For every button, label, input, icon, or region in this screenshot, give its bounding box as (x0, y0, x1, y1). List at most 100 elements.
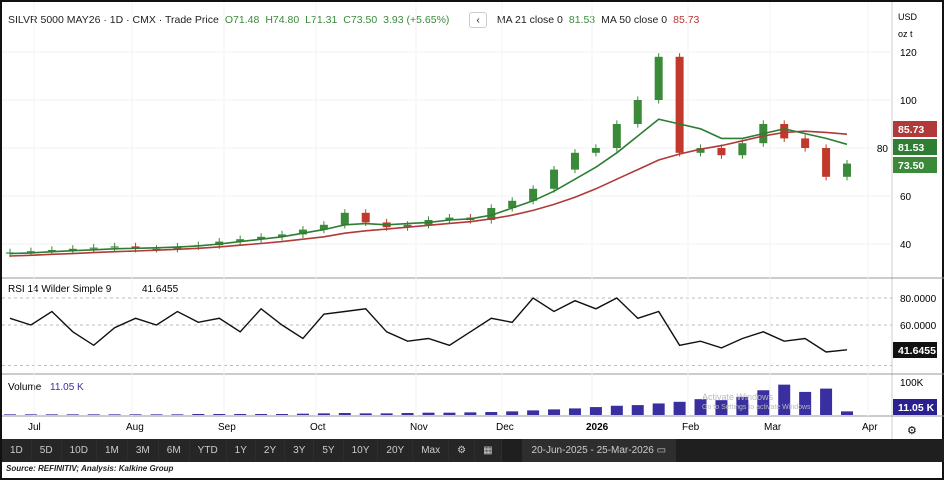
rsi-price-label: 41.6455 (898, 345, 936, 357)
candle-body (152, 248, 161, 250)
price-tick-label: 80 (877, 144, 889, 155)
volume-value: 11.05 K (50, 382, 84, 393)
range-button-1m[interactable]: 1M (96, 439, 128, 462)
range-button-5y[interactable]: 5Y (314, 439, 344, 462)
range-button-10y[interactable]: 10Y (343, 439, 379, 462)
candle-body (675, 56, 684, 153)
volume-bar (652, 403, 665, 415)
candle-body (68, 248, 77, 250)
range-button-6m[interactable]: 6M (158, 439, 190, 462)
volume-bar (422, 412, 435, 415)
volume-price-label: 11.05 K (898, 402, 935, 414)
month-label: Sep (218, 422, 236, 433)
close-value: C73.50 (343, 14, 378, 26)
month-label: Mar (764, 422, 782, 433)
range-button-1d[interactable]: 1D (2, 439, 32, 462)
watermark-sub: Go to Settings to activate Windows. (702, 404, 813, 411)
candle-body (696, 148, 705, 153)
month-label: Nov (410, 422, 428, 433)
chart-canvas[interactable]: USD oz t RSI 14 Wilder Simple 9 41.6455 … (2, 2, 944, 439)
volume-bar (568, 408, 581, 415)
volume-bar (799, 391, 812, 415)
volume-bar (359, 413, 372, 415)
ma50-price-label: 85.73 (898, 124, 924, 136)
candle-body (445, 217, 454, 220)
candle-body (47, 250, 56, 252)
month-label: Oct (310, 422, 326, 433)
last-price-label: 73.50 (898, 160, 924, 172)
range-button-3y[interactable]: 3Y (285, 439, 315, 462)
rsi-value: 41.6455 (142, 284, 179, 295)
month-label: Apr (862, 422, 878, 433)
ma50-label: MA 50 close 0 (601, 14, 668, 26)
volume-bar (548, 409, 561, 415)
range-button-ytd[interactable]: YTD (189, 439, 227, 462)
date-range-picker[interactable]: 20-Jun-2025 - 25-Mar-2026 ▭ (521, 439, 677, 462)
volume-bar (736, 396, 749, 415)
candle-body (319, 224, 328, 230)
candle-body (361, 212, 370, 223)
range-toolbar: 1D 5D 10D 1M 3M 6M YTD 1Y 2Y 3Y 5Y 10Y 20Y Max ⚙ ▦ 20… (2, 439, 944, 462)
candle-body (633, 100, 642, 124)
high-value: H74.80 (265, 14, 300, 26)
volume-bar (527, 410, 540, 415)
rsi-line (9, 297, 848, 353)
range-button-max[interactable]: Max (413, 439, 450, 462)
range-button-5d[interactable]: 5D (31, 439, 62, 462)
ma21-price-label: 81.53 (898, 142, 924, 154)
ma21-value: 81.53 (568, 14, 596, 26)
range-button-20y[interactable]: 20Y (378, 439, 414, 462)
range-button-1y[interactable]: 1Y (226, 439, 256, 462)
calendar-icon: ▭ (656, 445, 667, 456)
candle-body (801, 138, 810, 148)
candle-body (257, 236, 266, 240)
volume-bar (778, 384, 791, 415)
low-value: L71.31 (305, 14, 338, 26)
volume-bar (506, 411, 519, 415)
symbol-title: SILVR 5000 MAY26 · 1D · CMX · Trade Pric… (8, 14, 219, 26)
chart-header: SILVR 5000 MAY26 · 1D · CMX · Trade Pric… (8, 12, 699, 28)
unit-label: oz t (898, 29, 913, 39)
candle-body (612, 124, 621, 148)
volume-bar (485, 412, 498, 415)
currency-label: USD (898, 12, 918, 22)
table-icon[interactable]: ▦ (475, 439, 502, 462)
volume-bar (4, 414, 16, 415)
volume-bar (464, 412, 477, 415)
volume-bar (66, 414, 79, 415)
rsi-tick-label: 60.0000 (900, 321, 937, 332)
price-tick-label: 40 (900, 240, 912, 251)
candle-body (570, 152, 579, 170)
range-button-10d[interactable]: 10D (61, 439, 97, 462)
volume-bar (171, 414, 184, 415)
month-label: 2026 (586, 422, 609, 433)
volume-bar (631, 405, 644, 415)
volume-bar (338, 413, 351, 415)
month-label: Jul (28, 422, 41, 433)
watermark-title: Activate Windows (702, 392, 774, 402)
candle-body (26, 251, 35, 253)
range-button-2y[interactable]: 2Y (255, 439, 286, 462)
open-value: O71.48 (224, 14, 260, 26)
volume-bar (234, 414, 247, 415)
candle-body (822, 148, 831, 177)
collapse-legend-button[interactable]: ‹ (469, 12, 487, 28)
candle-body (89, 247, 98, 249)
volume-bar (24, 414, 37, 415)
ma21-label: MA 21 close 0 (496, 14, 563, 26)
volume-bar (380, 413, 393, 415)
settings-icon[interactable]: ⚙ (449, 439, 476, 462)
candle-body (298, 229, 307, 235)
ma21-line (9, 118, 848, 255)
range-button-3m[interactable]: 3M (127, 439, 159, 462)
last-price-tag (893, 157, 937, 173)
candle-body (236, 239, 245, 242)
candle-body (550, 169, 559, 189)
volume-title: Volume (8, 382, 42, 393)
volume-bar (820, 388, 833, 415)
volume-bar (45, 414, 58, 415)
ma50-value: 85.73 (673, 14, 700, 26)
candle-body (278, 234, 287, 237)
price-tick-label: 60 (900, 192, 912, 203)
volume-bar (673, 401, 686, 415)
